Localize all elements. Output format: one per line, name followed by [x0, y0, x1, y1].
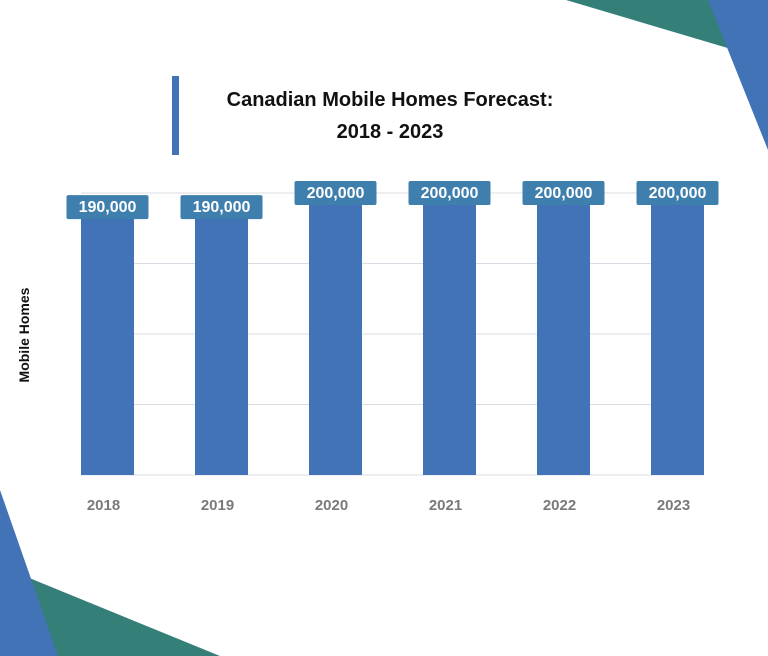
data-label-2022: 200,000 [522, 181, 605, 205]
bar-2021 [423, 193, 476, 475]
bar-2023 [651, 193, 704, 475]
x-tick-label-2022: 2022 [543, 497, 576, 514]
x-tick-label-2019: 2019 [201, 497, 234, 514]
data-label-background [636, 181, 719, 205]
data-label-text: 200,000 [421, 185, 479, 202]
data-label-text: 200,000 [307, 185, 365, 202]
data-label-text: 200,000 [535, 185, 593, 202]
data-label-text: 200,000 [649, 185, 707, 202]
chart-title-line-2: 2018 - 2023 [336, 121, 444, 143]
data-label-2018: 190,000 [66, 195, 149, 220]
data-label-2023: 200,000 [636, 181, 719, 205]
data-label-text: 190,000 [193, 199, 251, 216]
data-label-background [180, 195, 263, 220]
bar-2019 [195, 207, 248, 475]
bar-2022 [537, 193, 590, 475]
bottom-left-blue-shape [0, 490, 58, 656]
data-label-background [408, 181, 491, 205]
bottom-left-teal-shape [0, 566, 220, 656]
chart-title-line-1: Canadian Mobile Homes Forecast: [226, 89, 554, 111]
data-label-2019: 190,000 [180, 195, 263, 220]
data-label-background [522, 181, 605, 205]
x-tick-label-2023: 2023 [657, 497, 690, 514]
data-label-2020: 200,000 [294, 181, 377, 205]
x-tick-label-2018: 2018 [87, 497, 120, 514]
bar-2018 [81, 207, 134, 475]
top-right-blue-shape [708, 0, 768, 150]
bar-2020 [309, 193, 362, 475]
data-label-text: 190,000 [79, 199, 137, 216]
title-accent-bar [172, 76, 179, 155]
data-label-background [294, 181, 377, 205]
x-tick-label-2021: 2021 [429, 497, 462, 514]
x-tick-label-2020: 2020 [315, 497, 348, 514]
data-label-2021: 200,000 [408, 181, 491, 205]
data-label-background [66, 195, 149, 220]
chart-title: Canadian Mobile Homes Forecast: 2018 - 2… [190, 84, 590, 148]
